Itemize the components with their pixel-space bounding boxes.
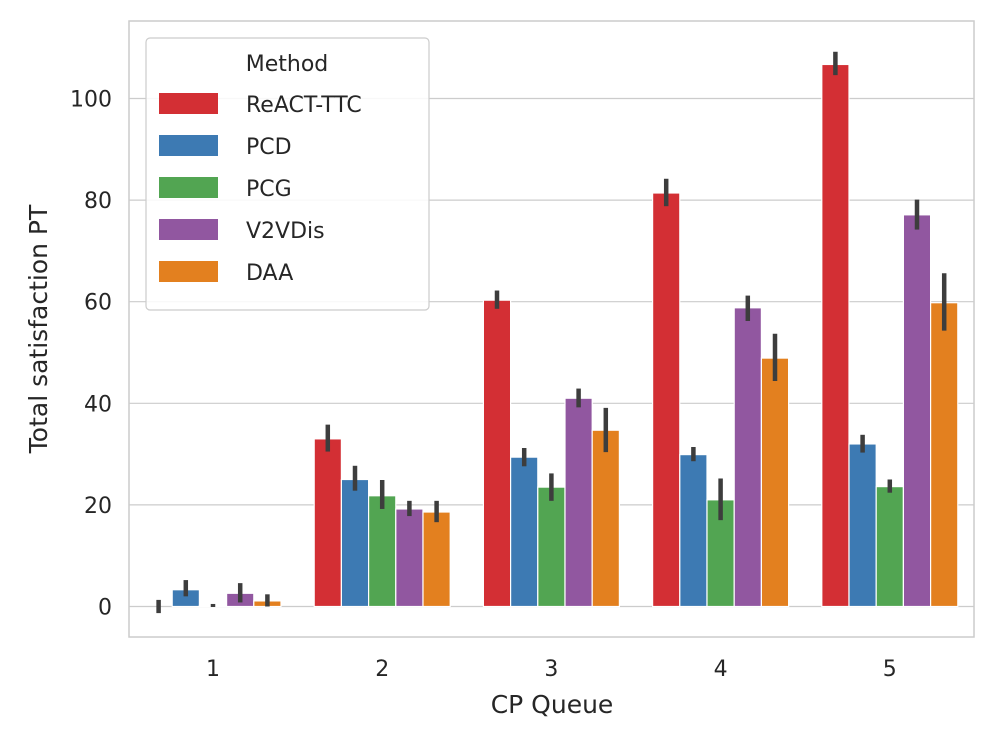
bar-pcg-2 [368, 495, 397, 608]
legend-label: PCG [246, 177, 292, 202]
x-tick-label: 5 [883, 657, 897, 682]
bar-pcg-5 [875, 486, 905, 608]
legend-swatch [159, 177, 218, 198]
legend-swatch [159, 261, 218, 282]
y-tick-label: 0 [98, 596, 112, 621]
bar-react-ttc-3 [482, 299, 512, 608]
y-tick-labels: 0 20 40 60 80 100 [70, 88, 112, 621]
legend-items: ReACT-TTC PCD PCG V2VDis DAA [159, 93, 362, 286]
bar-pcd-5 [848, 443, 877, 608]
bar-v2vdis-4 [733, 307, 763, 608]
y-tick-label: 20 [84, 494, 112, 519]
bar-react-ttc-4 [651, 192, 681, 608]
bar-daa-5 [929, 302, 959, 608]
bar-pcg-3 [537, 486, 566, 608]
x-tick-label: 4 [714, 657, 728, 682]
plot-frame [128, 20, 975, 638]
x-tick-labels: 1 2 3 4 5 [206, 657, 897, 682]
x-tick-label: 2 [375, 657, 389, 682]
legend-title: Method [246, 52, 329, 77]
legend-swatch [159, 135, 218, 156]
bar-v2vdis-2 [395, 508, 424, 608]
legend-swatch [159, 219, 218, 240]
bar-pcd-4 [679, 454, 708, 608]
y-tick-label: 60 [84, 291, 112, 316]
legend-swatch [159, 93, 218, 114]
legend: Method ReACT-TTC PCD PCG V2VDis DAA [145, 37, 430, 311]
bar-daa-3 [591, 429, 621, 608]
bar-v2vdis-3 [564, 397, 593, 608]
bar-react-ttc-5 [821, 63, 850, 608]
legend-label: DAA [246, 261, 293, 286]
bars [171, 63, 959, 608]
bar-pcd-3 [510, 456, 539, 608]
y-tick-label: 100 [70, 88, 112, 113]
x-tick-label: 3 [544, 657, 558, 682]
legend-label: V2VDis [246, 219, 325, 244]
x-tick-label: 1 [206, 657, 220, 682]
legend-label: ReACT-TTC [246, 93, 362, 118]
bar-pcd-2 [340, 478, 370, 608]
y-axis-label: Total satisfaction PT [24, 204, 53, 454]
bar-daa-2 [422, 511, 451, 608]
bar-v2vdis-5 [902, 214, 932, 608]
legend-label: PCD [246, 135, 292, 160]
bar-daa-4 [760, 357, 790, 608]
x-axis-label: CP Queue [491, 690, 614, 719]
bar-react-ttc-2 [313, 438, 343, 608]
y-tick-label: 80 [84, 189, 112, 214]
error-bars [156, 51, 947, 614]
y-tick-label: 40 [84, 392, 112, 417]
